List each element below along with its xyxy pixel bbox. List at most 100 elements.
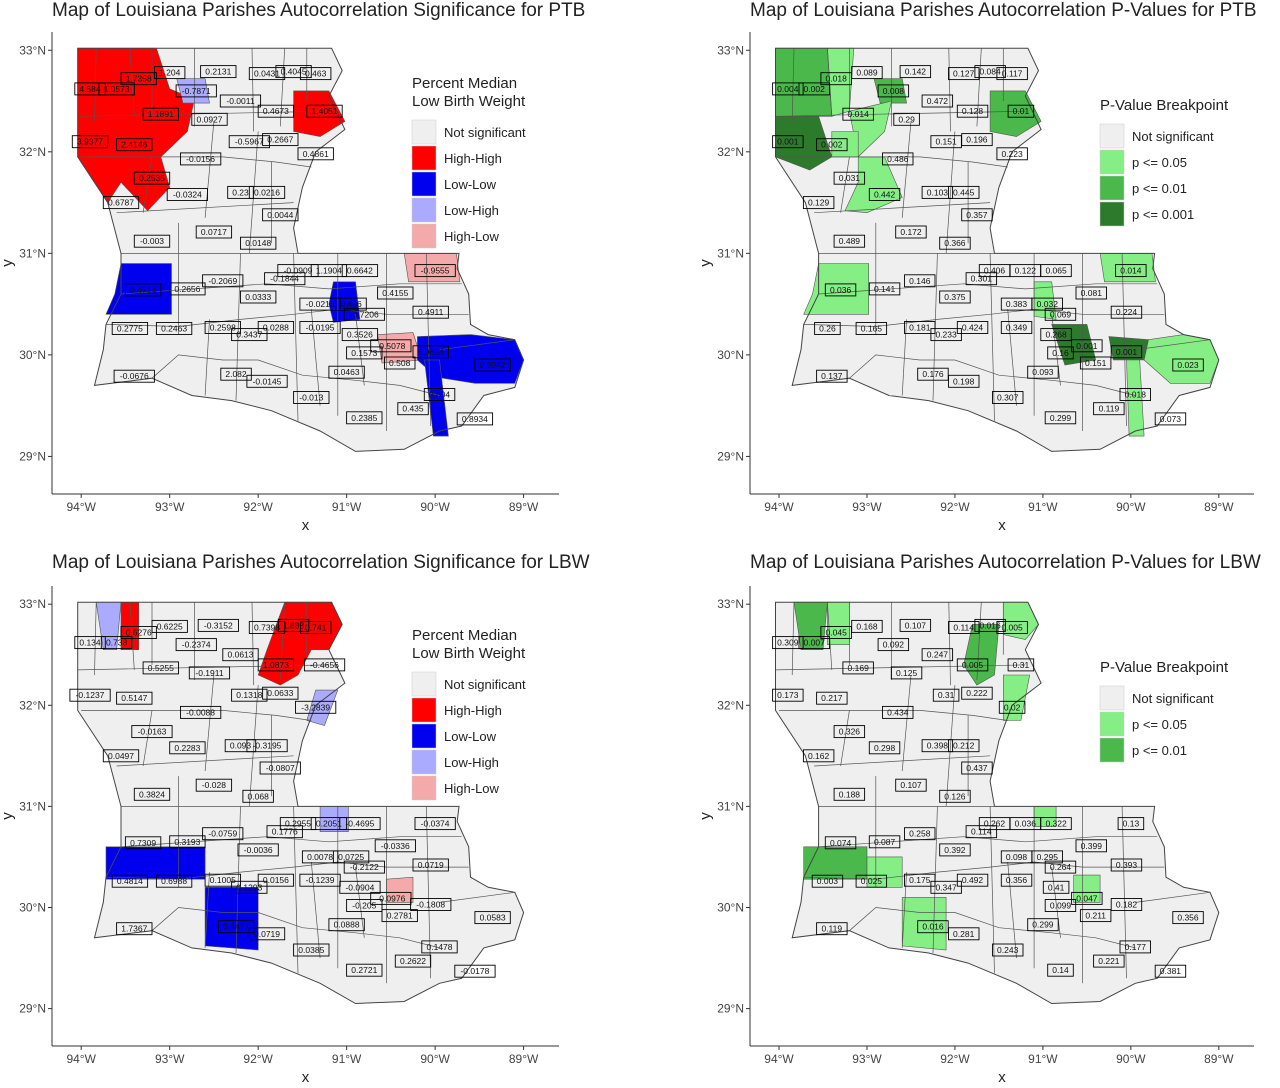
label-text: 0.8934 — [462, 414, 488, 424]
parish-value-label: -0.0178 — [454, 964, 496, 978]
label-box — [974, 618, 1006, 632]
legend-swatch — [411, 223, 437, 249]
label-text: 0.2463 — [161, 324, 187, 334]
parish-boundary — [116, 755, 294, 767]
parish-value-label: -0.0036 — [237, 843, 279, 857]
label-text: 0.093 — [230, 741, 252, 751]
label-box — [116, 922, 153, 936]
parish-value-label: 0.087 — [868, 835, 901, 849]
parish-value-label: 0.117 — [996, 67, 1028, 81]
label-box — [1042, 880, 1070, 894]
label-text: 0.264 — [1050, 862, 1072, 872]
parish-value-label: -0.0145 — [246, 374, 288, 388]
label-box — [798, 636, 830, 650]
label-box — [772, 636, 804, 650]
parish-value-label: -0.0011 — [219, 94, 262, 108]
parish-value-label: 0.002 — [798, 82, 830, 96]
parish-value-label: 0.114 — [948, 621, 980, 634]
parish-boundary — [1051, 867, 1061, 938]
label-box — [811, 874, 844, 888]
label-text: -0.0374 — [421, 819, 450, 829]
label-box — [816, 691, 848, 705]
label-box — [833, 234, 866, 248]
label-text: -0.2122 — [350, 862, 379, 872]
legend-swatch — [1099, 685, 1125, 711]
label-box — [155, 322, 193, 335]
parish-value-label: 0.0216 — [248, 185, 286, 199]
label-box — [930, 880, 962, 894]
label-box — [124, 283, 162, 297]
label-box — [904, 321, 936, 334]
label-text: 0.016 — [979, 620, 1001, 630]
parish-value-label: 1.883 — [277, 618, 310, 632]
label-box — [421, 940, 458, 954]
parish-value-label: 0.1318 — [231, 688, 268, 702]
parish-value-label: -3.2839 — [295, 700, 337, 714]
parish-value-label: 0.295 — [1031, 850, 1063, 864]
label-box — [932, 688, 960, 702]
label-box — [222, 648, 259, 662]
parish-boundary — [901, 319, 907, 396]
legend-item-label: High-High — [444, 703, 502, 718]
parish-boundary — [129, 602, 135, 670]
x-tick-label: 92°W — [940, 500, 970, 514]
label-box — [248, 621, 286, 634]
label-text: 0.4814 — [117, 876, 143, 886]
y-axis-label: y — [0, 259, 16, 267]
label-text: -0.205 — [352, 901, 376, 911]
label-box — [343, 307, 385, 321]
label-box — [992, 943, 1024, 957]
parish-value-label: -0.1844 — [264, 272, 306, 286]
label-box — [948, 927, 980, 941]
label-box — [1154, 964, 1187, 978]
label-box — [377, 286, 414, 300]
parish-value-label: -0.2374 — [175, 638, 217, 652]
parish-value-label: 0.0633 — [262, 686, 299, 700]
label-box — [855, 322, 888, 335]
label-text: 0.114 — [971, 827, 992, 837]
label-box — [412, 345, 449, 359]
parish-region — [1051, 324, 1097, 366]
parish-value-label: 0.435 — [397, 402, 429, 416]
label-text: -0.0976 — [376, 893, 405, 903]
parish-value-label: 0.045 — [820, 626, 852, 639]
parish-value-label: 1.204 — [153, 66, 186, 80]
parish-value-label: 0.0583 — [474, 911, 511, 925]
parish-value-label: 0.41 — [1042, 880, 1070, 894]
label-text: 0.023 — [1177, 360, 1199, 370]
y-tick-label: 30°N — [717, 900, 744, 914]
label-box — [868, 835, 901, 849]
label-box — [310, 817, 348, 831]
parish-value-label: 0.472 — [921, 94, 954, 108]
label-box — [948, 185, 980, 199]
parish-value-label: 0.301 — [965, 272, 998, 286]
label-text: 0.357 — [966, 210, 988, 220]
legend-title: Percent Median — [412, 75, 517, 92]
label-box — [306, 104, 343, 118]
label-text: 0.0684 — [418, 347, 444, 357]
label-text: 3.9377 — [77, 137, 103, 147]
label-box — [1093, 954, 1125, 968]
label-box — [833, 725, 866, 739]
label-text: 0.172 — [900, 227, 922, 237]
parish-value-label: 0.0927 — [191, 112, 228, 126]
label-box — [175, 638, 217, 652]
parish-value-label: 0.7309 — [124, 836, 162, 850]
label-text: 0.127 — [953, 69, 975, 79]
label-text: 0.307 — [997, 393, 1019, 403]
label-text: -0.0807 — [266, 763, 295, 773]
label-text: 0.016 — [922, 922, 944, 932]
label-box — [381, 909, 418, 923]
label-text: 0.2535 — [139, 173, 165, 183]
label-text: 0.162 — [808, 751, 830, 761]
label-text: 0.349 — [1006, 323, 1028, 333]
parish-value-label: 0.074 — [824, 836, 857, 850]
label-box — [948, 739, 980, 753]
label-box — [454, 964, 496, 978]
parish-value-label: 0.233 — [930, 328, 962, 342]
label-text: 0.3824 — [139, 789, 165, 799]
state-base — [77, 602, 524, 1004]
label-text: 0.4155 — [382, 288, 408, 298]
label-box — [339, 817, 381, 831]
parish-value-label: 0.4861 — [297, 147, 334, 161]
